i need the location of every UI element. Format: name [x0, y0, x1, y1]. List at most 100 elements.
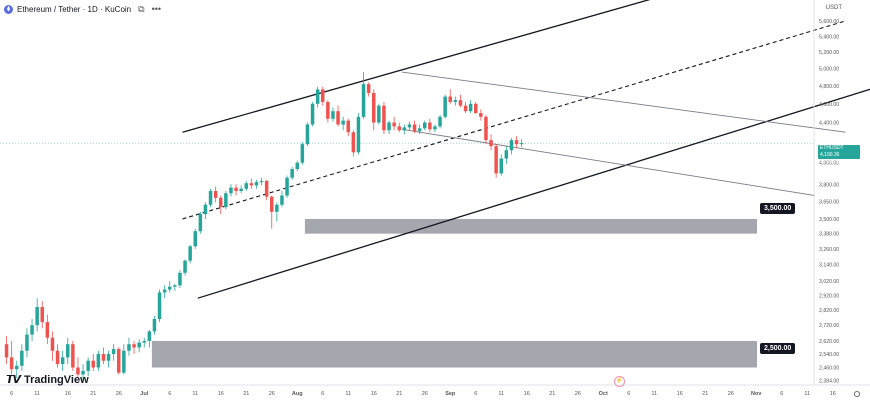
y-tick-label: 5,200.00 — [819, 50, 839, 56]
candle-body — [290, 169, 294, 178]
candle-body — [55, 350, 60, 365]
x-tick-label: 16 — [65, 391, 71, 397]
candle-body — [494, 146, 498, 174]
y-tick-label: 3,800.00 — [819, 182, 839, 188]
candle-body — [285, 177, 289, 196]
candle-body — [132, 344, 136, 348]
candle-body — [372, 92, 376, 123]
candle-body — [127, 344, 131, 351]
y-tick-label: 4,800.00 — [819, 84, 839, 90]
x-tick-label: 6 — [780, 391, 783, 397]
more-icon[interactable]: ••• — [151, 4, 162, 14]
x-tick-label: 16 — [371, 391, 377, 397]
x-tick-label: 26 — [728, 391, 734, 397]
candle-body — [71, 344, 75, 368]
y-tick-label: 3,260.00 — [819, 247, 839, 253]
trendline-2 — [197, 88, 870, 299]
candle-body — [91, 360, 95, 368]
candle-body — [305, 124, 310, 145]
candle-body — [504, 150, 509, 159]
trendline-0 — [182, 0, 651, 133]
candle-body — [203, 204, 208, 215]
candle-body — [229, 187, 233, 194]
x-tick-label: 6 — [168, 391, 171, 397]
candle-body — [178, 272, 182, 286]
y-tick-label: 2,820.00 — [819, 308, 839, 314]
candle-body — [387, 122, 391, 131]
level-label-2500: 2,500.00 — [760, 343, 796, 354]
y-tick-label: 2,920.00 — [819, 293, 839, 299]
candle-body — [249, 183, 254, 186]
x-tick-label: 6 — [627, 391, 630, 397]
candle-body — [239, 188, 243, 192]
candle-body — [4, 344, 9, 358]
candle-body — [270, 196, 274, 212]
candle-body — [137, 342, 141, 348]
candle-body — [412, 124, 417, 132]
candle-body — [382, 105, 386, 131]
x-tick-label: 21 — [396, 391, 402, 397]
x-tick-label: 6 — [10, 391, 13, 397]
price-tag-countdown: 10:14:28 — [820, 159, 840, 165]
settings-gear-icon[interactable] — [854, 390, 861, 397]
x-tick-label: 16 — [218, 391, 224, 397]
candle-body — [147, 331, 152, 341]
x-tick-label: 11 — [192, 391, 198, 397]
currency-label[interactable]: USDT — [825, 5, 842, 11]
candle-body — [514, 140, 519, 145]
level-label-3500: 3,500.00 — [760, 203, 796, 214]
candle-body — [489, 140, 493, 147]
candle-body — [96, 354, 101, 368]
trendline-3 — [401, 71, 846, 133]
tradingview-logo: 𝙏𝙑 TradingView — [6, 373, 89, 387]
price-tag-symbol: ETHUSDT — [820, 145, 844, 151]
candle-body — [280, 195, 284, 205]
y-tick-label: 5,000.00 — [819, 67, 839, 73]
candle-body — [310, 103, 315, 125]
candle-body — [40, 306, 44, 323]
candle-body — [35, 306, 39, 326]
y-tick-label: 3,500.00 — [819, 217, 839, 223]
candle-body — [173, 285, 177, 287]
candle-body — [428, 122, 432, 130]
x-tick-label: 6 — [321, 391, 324, 397]
flash-icon[interactable]: ⚡ — [614, 376, 625, 387]
x-tick-label: 21 — [549, 391, 555, 397]
candle-body — [356, 116, 361, 153]
x-tick-label: 11 — [34, 391, 40, 397]
candle-body — [117, 349, 121, 373]
candle-body — [101, 354, 106, 361]
candle-body — [341, 120, 345, 125]
y-tick-label: 3,650.00 — [819, 199, 839, 205]
y-tick-label: 3,380.00 — [819, 232, 839, 238]
candle-body — [448, 96, 452, 102]
candle-body — [321, 89, 325, 102]
candle-body — [366, 84, 371, 93]
y-tick-label: 2,720.00 — [819, 323, 839, 329]
candle-body — [45, 322, 50, 338]
x-tick-label: 11 — [651, 391, 657, 397]
candle-body — [208, 191, 213, 205]
x-tick-label: 11 — [804, 391, 810, 397]
candle-body — [519, 143, 524, 145]
x-tick-label: 26 — [116, 391, 122, 397]
y-tick-label: 3,020.00 — [819, 279, 839, 285]
trendline-4 — [401, 128, 815, 196]
candle-body — [106, 354, 111, 361]
y-tick-label: 2,540.00 — [819, 352, 839, 358]
candle-body — [198, 214, 203, 232]
candle-body — [392, 122, 396, 127]
support-zone-0 — [304, 218, 757, 234]
candle-body — [331, 111, 335, 119]
copy-icon[interactable]: ⧉ — [138, 3, 145, 14]
candle-body — [474, 103, 478, 114]
candle-body — [234, 187, 238, 192]
y-tick-label: 2,620.00 — [819, 339, 839, 345]
x-tick-label: Nov — [751, 391, 762, 397]
x-tick-label: Oct — [599, 391, 608, 397]
candle-body — [122, 350, 126, 373]
candle-body — [142, 340, 146, 343]
candle-body — [468, 103, 473, 112]
candle-body — [20, 350, 24, 366]
